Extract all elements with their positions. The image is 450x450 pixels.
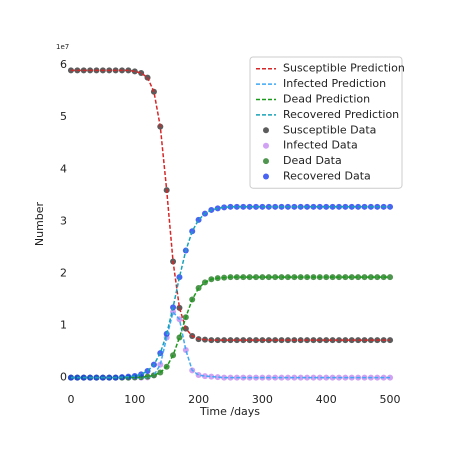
legend-label: Susceptible Prediction <box>283 62 405 75</box>
y-tick-label: 0 <box>60 371 67 384</box>
y-axis-label: Number <box>33 201 46 246</box>
data-point <box>221 374 228 381</box>
data-point <box>246 337 253 344</box>
data-point <box>355 274 362 281</box>
data-point <box>201 373 208 380</box>
data-point <box>182 347 189 354</box>
y-tick-label: 1 <box>60 319 67 332</box>
data-point <box>176 304 183 311</box>
x-tick-label: 300 <box>252 393 273 406</box>
data-point <box>227 337 234 344</box>
y-tick-label: 4 <box>60 162 67 175</box>
legend-marker <box>263 173 269 180</box>
legend-label: Infected Data <box>283 139 358 152</box>
data-point <box>240 337 247 344</box>
data-point <box>233 337 240 344</box>
legend-marker <box>263 127 269 134</box>
data-point <box>240 203 247 210</box>
data-point <box>367 274 374 281</box>
data-point <box>227 203 234 210</box>
data-point <box>176 334 183 341</box>
data-point <box>176 274 183 281</box>
y-tick-label: 5 <box>60 110 67 123</box>
data-point <box>329 337 336 344</box>
y-offset-label: 1e7 <box>56 43 69 51</box>
data-point <box>297 374 304 381</box>
legend-marker <box>263 142 269 149</box>
data-point <box>304 374 311 381</box>
legend-marker <box>263 158 269 165</box>
data-point <box>335 337 342 344</box>
y-tick-label: 6 <box>60 58 67 71</box>
legend-label: Dead Data <box>283 154 342 167</box>
x-tick-label: 100 <box>124 393 145 406</box>
data-point <box>348 337 355 344</box>
x-tick-label: 400 <box>316 393 337 406</box>
data-point <box>221 204 228 211</box>
data-point <box>265 274 272 281</box>
data-point <box>208 373 215 380</box>
data-point <box>323 203 330 210</box>
legend-label: Recovered Data <box>283 170 371 183</box>
legend: Susceptible Prediction Infected Predictio… <box>249 56 405 189</box>
data-point <box>348 274 355 281</box>
data-point <box>316 374 323 381</box>
data-point <box>335 203 342 210</box>
data-point <box>342 337 349 344</box>
data-point <box>246 203 253 210</box>
prediction-line <box>70 206 391 379</box>
prediction-line <box>70 310 391 379</box>
x-tick-label: 0 <box>67 393 74 406</box>
data-point <box>310 374 317 381</box>
legend-label: Dead Prediction <box>283 93 370 106</box>
data-point <box>253 274 260 281</box>
data-point <box>214 374 221 381</box>
prediction-line <box>70 276 391 379</box>
y-tick-label: 2 <box>60 266 67 279</box>
x-tick-label: 500 <box>380 393 401 406</box>
prediction-line <box>70 69 391 341</box>
data-point <box>259 274 266 281</box>
data-point <box>342 203 349 210</box>
data-point <box>253 337 260 344</box>
data-point <box>355 337 362 344</box>
y-tick-label: 3 <box>60 214 67 227</box>
x-tick-label: 200 <box>188 393 209 406</box>
data-point <box>361 274 368 281</box>
data-point <box>291 374 298 381</box>
data-point <box>316 203 323 210</box>
x-axis-label: Time /days <box>199 405 260 418</box>
legend-label: Recovered Prediction <box>283 108 399 121</box>
data-point <box>323 374 330 381</box>
legend-label: Infected Prediction <box>283 77 386 90</box>
legend-label: Susceptible Data <box>283 123 376 136</box>
data-point <box>374 274 381 281</box>
data-point <box>233 203 240 210</box>
legend-box <box>249 56 403 189</box>
data-point <box>272 274 279 281</box>
data-point <box>278 274 285 281</box>
data-point <box>329 203 336 210</box>
